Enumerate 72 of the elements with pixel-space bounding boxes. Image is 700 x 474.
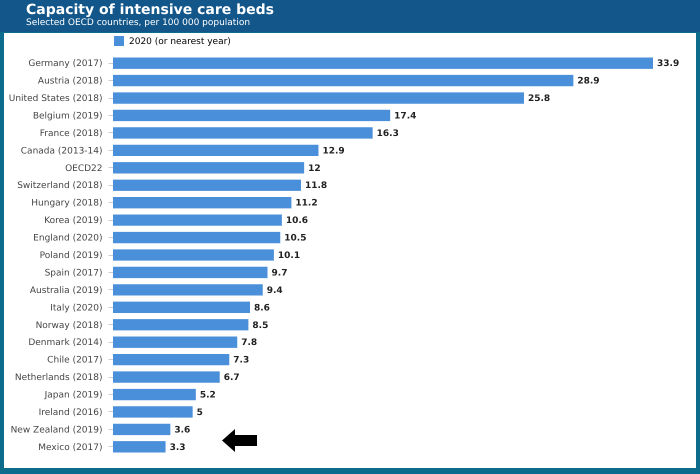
bar [113,266,268,278]
y-tick-label: Austria (2018) [38,76,102,87]
data-label: 11.8 [304,181,328,192]
y-tick-label: OECD22 [65,164,102,174]
y-tick-label: England (2020) [33,234,102,244]
data-label: 25.8 [528,94,550,104]
bar [113,319,248,330]
data-label: 8.6 [254,303,270,314]
data-label: 28.9 [577,76,600,87]
bar [113,441,166,453]
data-label: 5 [196,408,203,418]
bar [113,354,230,366]
bar [113,162,304,174]
y-tick-label: France (2018) [40,128,102,139]
data-label: 10.6 [286,216,308,226]
bar [113,406,193,418]
y-tick-label: Ireland (2016) [38,408,102,418]
data-label: 17.4 [394,111,416,122]
y-tick-label: Germany (2017) [28,59,102,70]
data-label: 3.3 [170,442,186,453]
y-tick-label: Switzerland (2018) [17,181,102,192]
data-label: 10.5 [284,234,306,244]
bar [113,74,574,86]
chart-title: Capacity of intensive care beds [26,2,274,18]
y-tick-label: Italy (2020) [50,303,102,314]
bar [113,232,280,244]
data-label: 33.9 [657,59,680,70]
bar [113,388,196,400]
y-tick-label: Denmark (2014) [28,338,102,348]
y-tick-label: Netherlands (2018) [14,373,102,384]
bar [113,180,301,191]
y-tick-label: Chile (2017) [47,356,102,366]
bar [113,424,170,436]
bar [113,144,318,156]
y-tick-label: United States (2018) [8,94,102,104]
data-label: 9.7 [272,268,288,278]
bar [113,92,524,104]
y-tick-label: New Zealand (2019) [10,425,102,436]
bar [113,214,282,226]
legend-label: 2020 (or nearest year) [129,37,231,47]
bar [113,110,390,122]
y-tick-label: Hungary (2018) [31,198,102,209]
bar [113,336,238,348]
data-label: 7.3 [233,356,250,366]
data-label: 8.5 [252,320,268,331]
bar [113,302,250,313]
bar [113,127,373,139]
y-tick-label: Canada (2013-14) [20,146,102,156]
data-label: 12.9 [322,146,345,156]
bar [113,284,263,296]
chart-subtitle: Selected OECD countries, per 100 000 population [26,18,250,28]
y-tick-label: Australia (2019) [30,286,102,296]
data-label: 7.8 [241,338,258,348]
y-tick-label: Japan (2019) [44,390,102,401]
data-label: 5.2 [200,390,216,401]
data-label: 10.1 [278,251,300,261]
data-label: 12 [308,164,321,174]
y-tick-label: Mexico (2017) [38,442,102,453]
data-label: 6.7 [224,373,240,384]
y-tick-label: Belgium (2019) [32,111,102,122]
data-label: 3.6 [174,425,190,436]
y-tick-label: Poland (2019) [40,251,102,261]
bar [113,249,274,261]
y-tick-label: Korea (2019) [44,216,102,226]
y-tick-label: Norway (2018) [36,320,102,331]
data-label: 16.3 [376,128,399,139]
bar [113,57,653,69]
bar [113,197,292,208]
data-label: 11.2 [295,198,318,209]
y-tick-label: Spain (2017) [44,268,102,278]
bar [113,371,220,383]
data-label: 9.4 [266,286,283,296]
